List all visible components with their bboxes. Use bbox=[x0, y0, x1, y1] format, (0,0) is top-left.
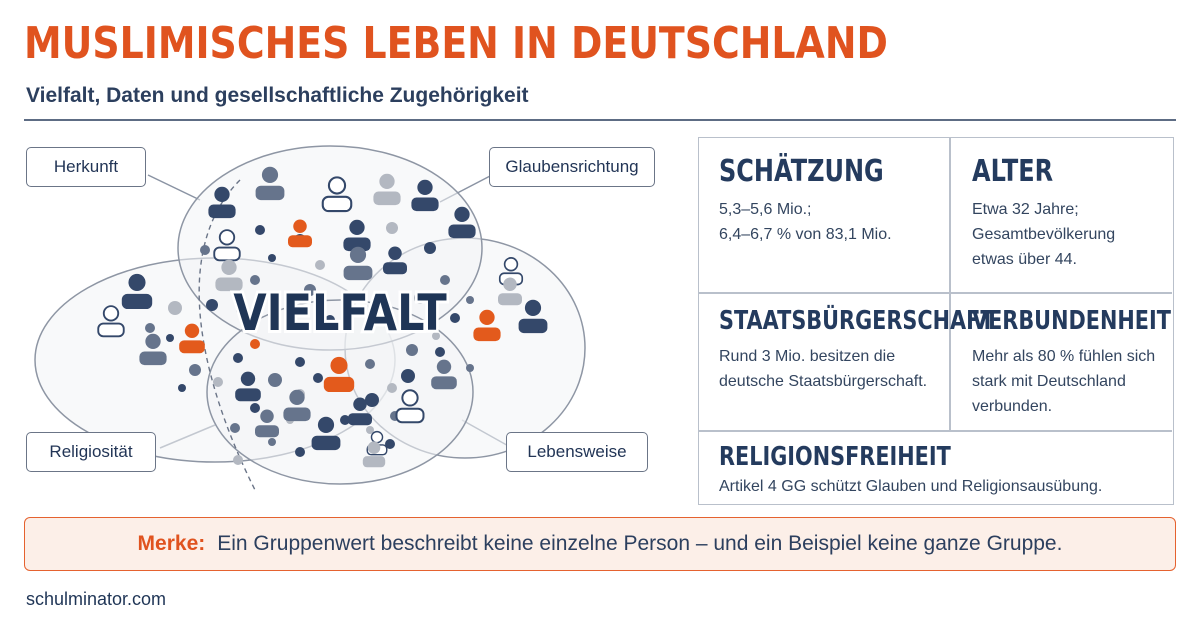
stats-horizontal-divider-1 bbox=[699, 292, 1172, 294]
stats-panel: SCHÄTZUNG 5,3–5,6 Mio.; 6,4–6,7 % von 83… bbox=[698, 137, 1174, 505]
stat-religionsfreiheit-heading: RELIGIONSFREIHEIT bbox=[719, 442, 951, 472]
stat-staatsbuergerschaft-text: Rund 3 Mio. besitzen die deutsche Staats… bbox=[719, 348, 928, 390]
stat-verbundenheit-heading: VERBUNDENHEIT bbox=[972, 306, 1171, 336]
stat-staatsbuergerschaft: STAATSBÜRGERSCHAFT Rund 3 Mio. besitzen … bbox=[719, 306, 995, 394]
vielfalt-center-label: VIELFALT bbox=[233, 284, 447, 342]
stat-verbundenheit-text: Mehr als 80 % fühlen sich stark mit Deut… bbox=[972, 348, 1156, 415]
tag-glaubensrichtung: Glaubensrichtung bbox=[489, 147, 655, 187]
merke-banner: Merke: Ein Gruppenwert beschreibt keine … bbox=[24, 517, 1176, 571]
tag-religiositaet: Religiosität bbox=[26, 432, 156, 472]
footer-site-link[interactable]: schulminator.com bbox=[26, 589, 167, 609]
stat-alter: ALTER Etwa 32 Jahre; Gesamtbevölkerung e… bbox=[972, 154, 1172, 272]
diversity-venn-diagram: VIELFALT bbox=[34, 145, 586, 491]
page-subtitle: Vielfalt, Daten und gesellschaftliche Zu… bbox=[26, 84, 529, 107]
stat-religionsfreiheit-text: Artikel 4 GG schützt Glauben und Religio… bbox=[719, 478, 1103, 495]
stat-alter-text: Etwa 32 Jahre; Gesamtbevölkerung etwas ü… bbox=[972, 201, 1116, 268]
merke-label: Merke: bbox=[137, 532, 206, 555]
stat-religionsfreiheit: RELIGIONSFREIHEIT Artikel 4 GG schützt G… bbox=[719, 442, 1159, 499]
tag-herkunft: Herkunft bbox=[26, 147, 146, 187]
merke-text: Ein Gruppenwert beschreibt keine einzeln… bbox=[217, 532, 1063, 555]
stat-verbundenheit: VERBUNDENHEIT Mehr als 80 % fühlen sich … bbox=[972, 306, 1172, 419]
diversity-dots bbox=[145, 222, 474, 465]
stat-schaetzung-heading: SCHÄTZUNG bbox=[719, 154, 884, 189]
stat-schaetzung: SCHÄTZUNG 5,3–5,6 Mio.; 6,4–6,7 % von 83… bbox=[719, 154, 944, 247]
stat-alter-heading: ALTER bbox=[972, 154, 1054, 189]
page-title: MUSLIMISCHES LEBEN IN DEUTSCHLAND bbox=[24, 18, 888, 69]
stats-horizontal-divider-2 bbox=[699, 430, 1172, 432]
stat-staatsbuergerschaft-heading: STAATSBÜRGERSCHAFT bbox=[719, 306, 995, 336]
connector-herkunft bbox=[147, 174, 201, 201]
header-divider bbox=[24, 119, 1176, 121]
stats-vertical-divider bbox=[949, 138, 951, 430]
stat-schaetzung-text: 5,3–5,6 Mio.; 6,4–6,7 % von 83,1 Mio. bbox=[719, 201, 892, 243]
tag-lebensweise: Lebensweise bbox=[506, 432, 648, 472]
